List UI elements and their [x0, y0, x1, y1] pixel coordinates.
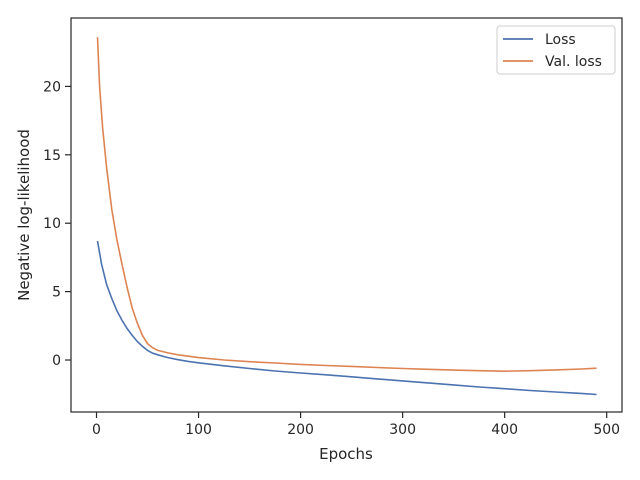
legend-label: Loss	[545, 32, 576, 48]
legend: Loss Val. loss	[496, 25, 616, 75]
legend-box	[496, 25, 616, 75]
axis-ticks: 0 100 200 300 400 500 0 5 10 15 20	[43, 79, 620, 438]
y-tick-label: 10	[43, 216, 61, 232]
series-line-val-loss	[96, 37, 597, 372]
x-tick-label: 500	[593, 422, 620, 438]
x-tick-label: 400	[491, 422, 518, 438]
x-axis-label: Epochs	[319, 445, 373, 463]
y-axis-label: Negative log-likelihood	[15, 129, 33, 301]
x-tick-label: 200	[287, 422, 314, 438]
y-tick-label: 15	[43, 148, 61, 164]
y-tick-label: 20	[43, 79, 61, 95]
x-tick-label: 0	[92, 422, 101, 438]
series-line-loss	[96, 240, 597, 396]
y-tick-label: 5	[52, 285, 61, 301]
series-lines	[96, 37, 597, 396]
x-tick-label: 100	[185, 422, 212, 438]
legend-label: Val. loss	[545, 54, 602, 70]
x-tick-label: 300	[389, 422, 416, 438]
y-tick-label: 0	[52, 353, 61, 369]
plot-frame	[70, 17, 623, 413]
